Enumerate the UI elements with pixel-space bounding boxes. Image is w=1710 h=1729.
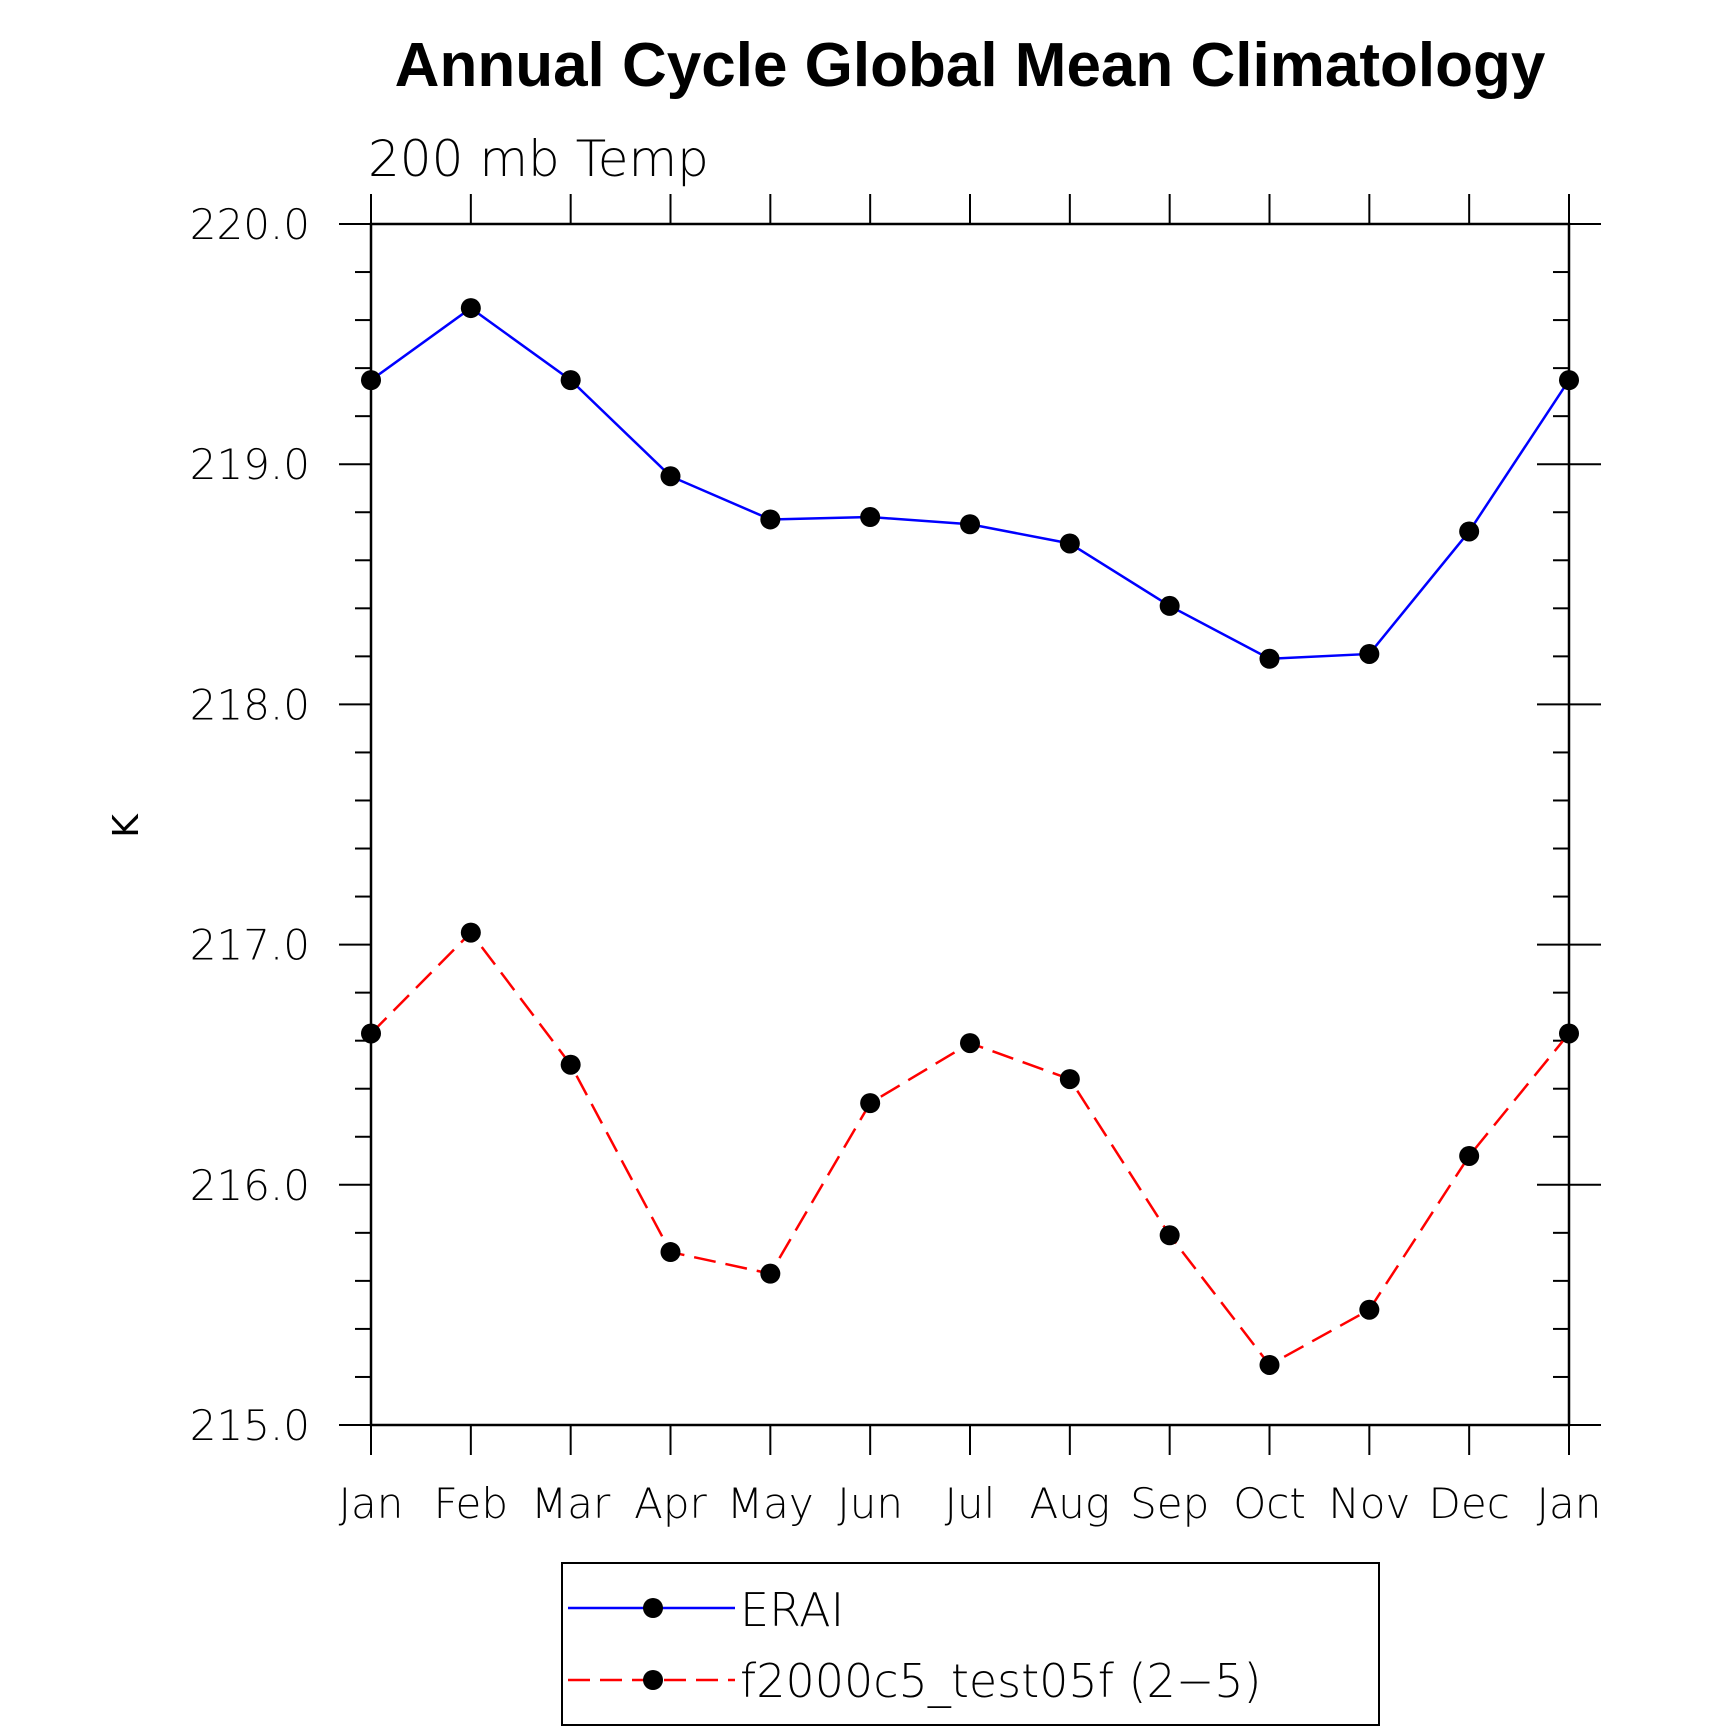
- series-line-1: [370, 930, 1570, 1367]
- series-line-0: [370, 306, 1571, 661]
- x-tick-label: Apr: [634, 1479, 707, 1528]
- legend-entry-erai: ERAI: [568, 1583, 844, 1637]
- x-tick-label: May: [727, 1479, 814, 1528]
- y-tick-label: 215.0: [190, 1401, 310, 1450]
- plot-frame: [369, 222, 1571, 1427]
- data-point: [1459, 1145, 1480, 1166]
- data-point: [460, 922, 481, 943]
- data-point: [361, 1023, 381, 1044]
- legend-label-erai: ERAI: [740, 1583, 844, 1637]
- data-point: [1159, 1225, 1180, 1246]
- x-tick-label: Jul: [945, 1479, 996, 1528]
- legend-marker-erai: [643, 1598, 663, 1618]
- series-0: [361, 298, 1579, 669]
- series-layer: [361, 298, 1579, 1375]
- x-tick-label: Mar: [531, 1479, 611, 1528]
- x-tick-label: Aug: [1030, 1479, 1111, 1528]
- data-point: [361, 370, 381, 391]
- x-tick-label: Jan: [339, 1479, 404, 1528]
- y-axis: 215.0 216.0 217.0 218.0 219.0 220.0: [190, 200, 1601, 1450]
- data-point: [1559, 370, 1579, 391]
- data-point: [1259, 648, 1280, 669]
- data-point: [560, 1054, 581, 1075]
- y-tick-label: 218.0: [190, 680, 310, 729]
- data-point: [460, 298, 481, 319]
- y-tick-label: 220.0: [190, 200, 310, 249]
- data-point: [1359, 1299, 1380, 1320]
- legend-box: [561, 1562, 1380, 1726]
- data-point: [860, 507, 881, 528]
- data-point: [560, 370, 581, 391]
- plot-border: [369, 222, 1571, 1427]
- legend-marker-f2000c5: [643, 1670, 663, 1690]
- data-point: [1059, 533, 1080, 554]
- y-tick-label: 216.0: [190, 1161, 310, 1210]
- data-point: [1059, 1069, 1080, 1090]
- data-point: [760, 509, 781, 530]
- x-tick-label: Sep: [1130, 1479, 1209, 1528]
- data-point: [960, 1033, 980, 1054]
- x-tick-label: Jun: [837, 1479, 903, 1528]
- x-tick-label: Nov: [1328, 1479, 1410, 1528]
- data-point: [760, 1263, 781, 1284]
- legend-label-f2000c5: f2000c5_test05f (2−5): [740, 1654, 1261, 1708]
- data-point: [660, 1242, 681, 1263]
- data-point: [1159, 595, 1180, 616]
- x-tick-label: Feb: [434, 1479, 508, 1528]
- y-tick-label: 217.0: [190, 921, 310, 970]
- chart-title: Annual Cycle Global Mean Climatology: [395, 31, 1546, 100]
- data-point: [960, 514, 980, 535]
- data-point: [1559, 1023, 1579, 1044]
- x-axis: Jan Feb Mar Apr May Jun Jul Aug Sep Oct Nov Dec Jan: [339, 194, 1602, 1528]
- y-tick-label: 219.0: [190, 440, 310, 489]
- x-tick-label: Jan: [1537, 1479, 1602, 1528]
- data-point: [660, 466, 681, 487]
- data-point: [1259, 1354, 1280, 1375]
- data-point: [1359, 643, 1380, 664]
- y-axis-label: K: [106, 813, 147, 838]
- x-tick-label: Oct: [1233, 1479, 1306, 1528]
- legend-entry-f2000c5: f2000c5_test05f (2−5): [568, 1654, 1261, 1708]
- x-tick-label: Dec: [1429, 1479, 1510, 1528]
- series-1: [361, 922, 1579, 1375]
- data-point: [1459, 521, 1480, 542]
- chart-subtitle: 200 mb Temp: [368, 130, 709, 188]
- legend: ERAI f2000c5_test05f (2−5): [561, 1562, 1380, 1726]
- data-point: [860, 1093, 881, 1114]
